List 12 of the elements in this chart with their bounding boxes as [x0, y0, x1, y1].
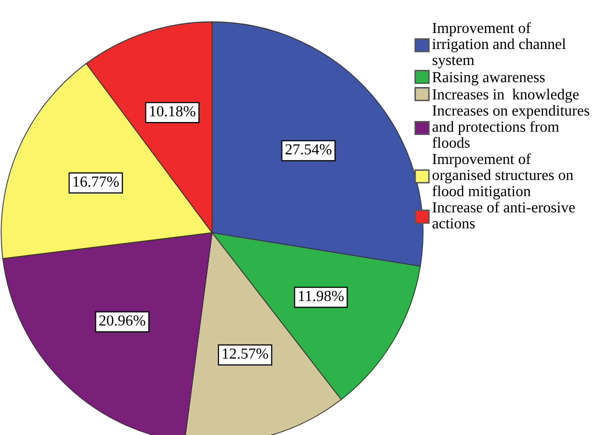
legend-label: Imrpovement of organised structures on flood mitigation: [432, 153, 574, 200]
legend-label: Improvement of irrigation and channel system: [432, 22, 566, 68]
data-label: 11.98%: [298, 290, 344, 302]
data-label: 20.96%: [99, 315, 146, 326]
legend-label: Increases on expenditures and protections from floods: [432, 104, 590, 148]
data-label: 27.54%: [286, 144, 332, 155]
data-label: 10.18%: [150, 106, 196, 116]
data-label: 16.77%: [74, 176, 119, 187]
data-label: 12.57%: [222, 348, 268, 359]
legend-label: Increases in knowledge: [432, 88, 579, 103]
legend-label: Raising awareness: [432, 72, 545, 86]
legend-label: Increase of anti-erosive actions: [432, 202, 575, 228]
